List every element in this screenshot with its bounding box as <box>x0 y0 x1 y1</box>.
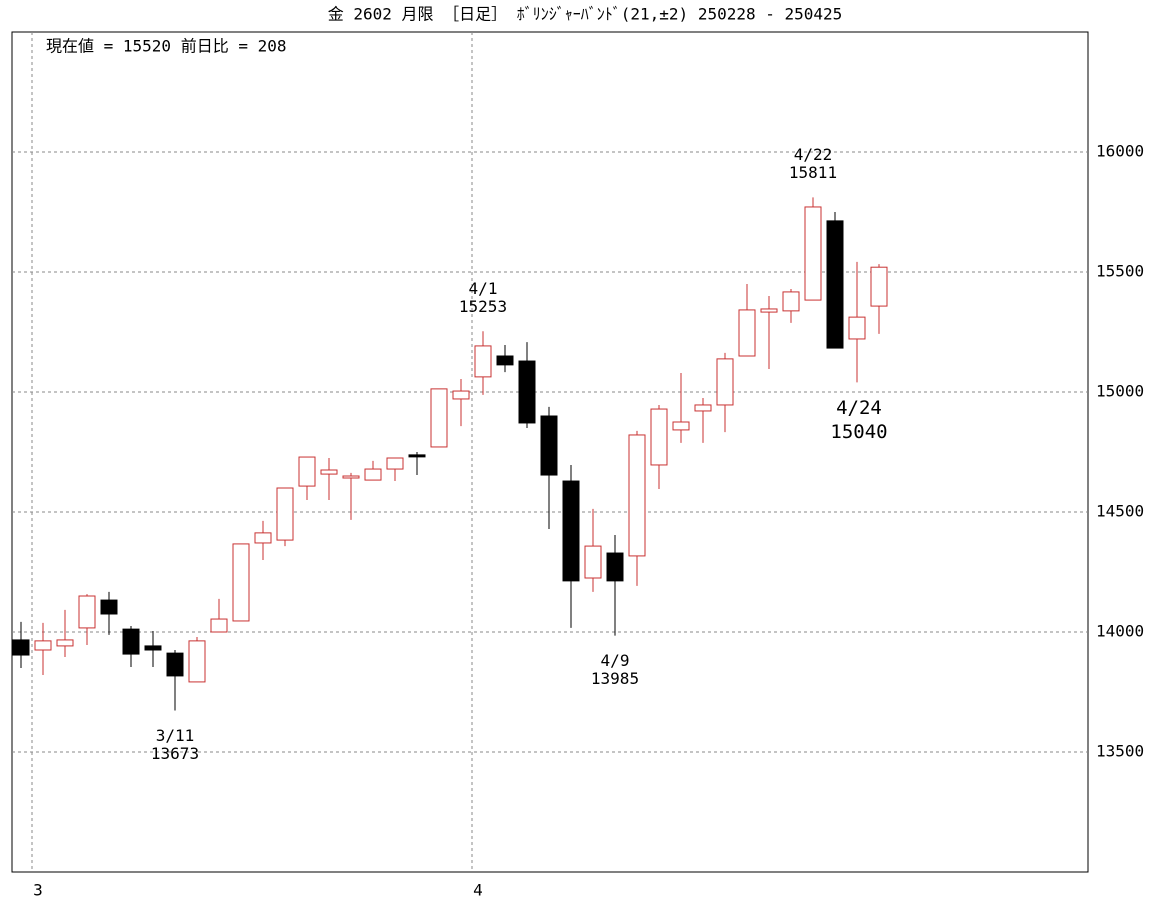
candle-body <box>34 640 52 651</box>
y-tick-label: 13500 <box>1096 742 1144 761</box>
annotation-date: 4/1 <box>469 279 498 298</box>
candle-body <box>694 404 712 412</box>
y-tick-label: 15000 <box>1096 382 1144 401</box>
candle-body <box>650 408 668 466</box>
candle-body <box>430 388 448 448</box>
candle-body <box>254 532 272 544</box>
candle-body <box>584 545 602 579</box>
candle-body <box>826 220 844 349</box>
annotation-value: 13673 <box>151 744 199 763</box>
annotation-value: 15811 <box>789 163 837 182</box>
annotation-date: 4/24 <box>836 397 882 419</box>
candle-body <box>452 390 470 400</box>
candle-body <box>606 552 624 582</box>
candle-body <box>342 475 360 479</box>
candle-body <box>100 599 118 615</box>
candle-body <box>276 487 294 541</box>
annotation-value: 15253 <box>459 297 507 316</box>
candle-body <box>210 618 228 633</box>
plot-frame <box>11 31 1089 873</box>
candle-body <box>496 355 514 366</box>
candle-body <box>408 454 426 458</box>
candle-body <box>78 595 96 629</box>
chart-subtitle: 現在値 = 15520 前日比 = 208 <box>46 37 287 56</box>
annotation-value: 15040 <box>830 421 887 443</box>
candle-body <box>628 434 646 557</box>
y-tick-label: 15500 <box>1096 262 1144 281</box>
candle-body <box>56 639 74 647</box>
candle-body <box>12 639 30 656</box>
candle-body <box>760 308 778 313</box>
y-tick-label: 14000 <box>1096 622 1144 641</box>
annotation-date: 4/9 <box>601 651 630 670</box>
candle-body <box>188 640 206 683</box>
candle-body <box>298 456 316 487</box>
y-tick-label: 14500 <box>1096 502 1144 521</box>
candle-body <box>166 652 184 677</box>
candle-body <box>870 266 888 307</box>
candle-body <box>782 291 800 312</box>
candle-body <box>144 645 162 651</box>
y-tick-label: 16000 <box>1096 142 1144 161</box>
x-tick-label: 3 <box>33 881 43 900</box>
candle-body <box>232 543 250 622</box>
candle-body <box>540 415 558 476</box>
annotation-value: 13985 <box>591 669 639 688</box>
candle-body <box>562 480 580 582</box>
annotation-date: 3/11 <box>156 726 195 745</box>
candle-body <box>364 468 382 481</box>
candle-body <box>474 345 492 378</box>
candle-body <box>672 421 690 431</box>
candle-body <box>716 358 734 406</box>
chart-title: 金 2602 月限 ［日足］ ﾎﾞﾘﾝｼﾞｬｰﾊﾞﾝﾄﾞ(21,±2) 2502… <box>328 5 843 24</box>
candle-body <box>122 628 140 655</box>
candle-body <box>848 316 866 340</box>
candle-body <box>320 469 338 475</box>
annotation-date: 4/22 <box>794 145 833 164</box>
candle-body <box>738 309 756 357</box>
candle-body <box>804 206 822 301</box>
candle-body <box>386 457 404 470</box>
x-tick-label: 4 <box>473 881 483 900</box>
candle-body <box>518 360 536 424</box>
